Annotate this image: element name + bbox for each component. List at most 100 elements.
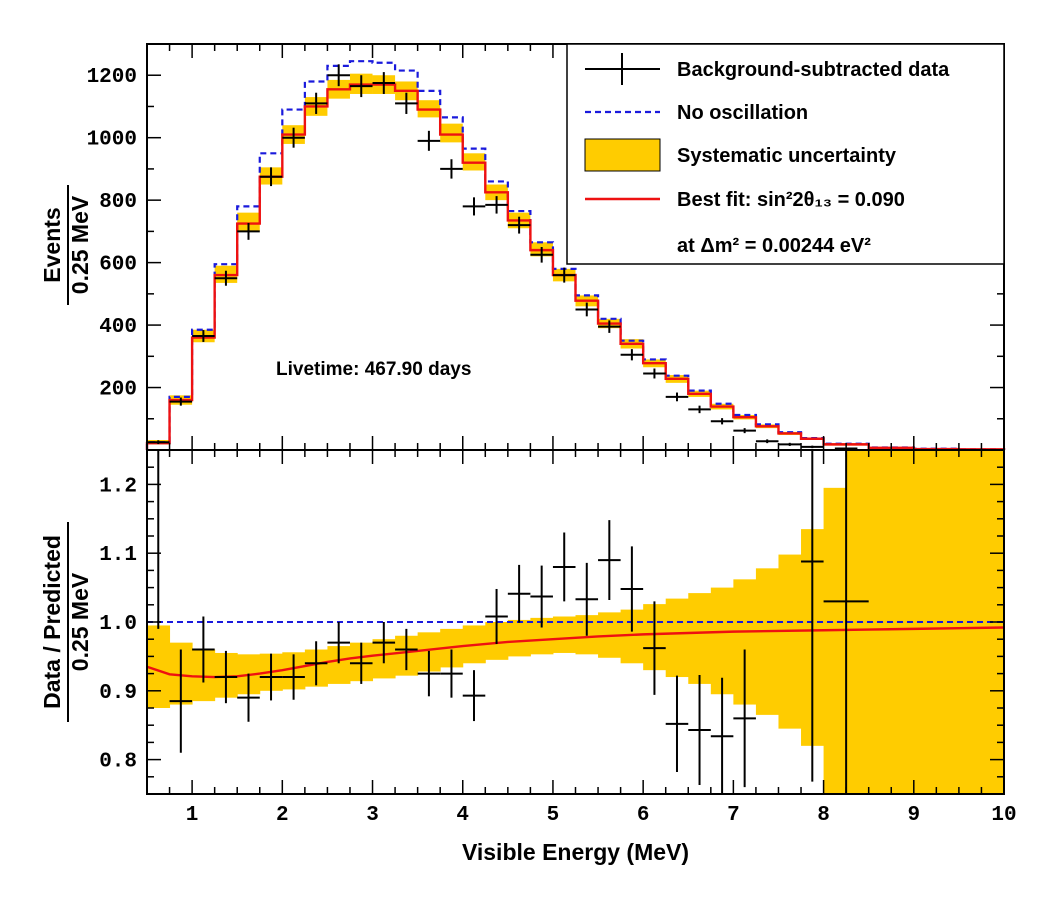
ratio-ticks xyxy=(146,449,1005,795)
data-point xyxy=(778,442,802,446)
data-point xyxy=(259,167,283,187)
legend-entry: Systematic uncertainty xyxy=(584,138,897,172)
x-tick-label: 4 xyxy=(456,804,469,827)
y-tick-label: 1000 xyxy=(87,129,137,152)
data-point xyxy=(440,159,463,179)
ratio-data-point xyxy=(823,450,869,794)
data-point xyxy=(620,349,644,361)
data-point xyxy=(688,405,711,414)
ratio-data-point xyxy=(462,670,486,722)
ratio-data-points xyxy=(147,449,869,794)
data-point xyxy=(349,75,373,98)
x-tick-label: 3 xyxy=(366,804,379,827)
ratio-data-point xyxy=(688,674,711,786)
ratio-band-bin xyxy=(327,646,351,684)
ratio-band-bin xyxy=(755,568,779,715)
ratio-data-point xyxy=(147,449,170,629)
ratio-data-point xyxy=(530,565,553,628)
x-axis-label: Visible Energy (MeV) xyxy=(462,839,689,865)
x-tick-label: 8 xyxy=(817,804,830,827)
ratio-data-point xyxy=(237,673,260,722)
ratio-fit-path xyxy=(146,626,1005,679)
no-oscillation-step xyxy=(145,60,1006,451)
data-point xyxy=(192,330,215,342)
ratio-best-fit-line xyxy=(146,626,1005,679)
ratio-data-point xyxy=(733,649,756,788)
ratio-systematic-band xyxy=(147,450,1005,794)
ratio-y-tick-label: 1.2 xyxy=(99,475,137,498)
data-point xyxy=(462,197,486,216)
ratio-data-point xyxy=(395,628,418,671)
data-point xyxy=(372,72,396,94)
ratio-data-point xyxy=(801,450,824,782)
y-tick-label: 400 xyxy=(99,316,137,339)
spectrum-ticks xyxy=(146,44,1005,450)
data-point xyxy=(710,418,734,425)
data-point xyxy=(755,439,779,444)
x-tick-label: 6 xyxy=(637,804,650,827)
spectrum-panel: 200 400 600 800 1000 1200 Livetime: 467.90 da… xyxy=(39,43,1006,451)
ratio-data-point xyxy=(598,520,621,600)
ratio-data-point xyxy=(643,601,666,695)
legend-label: Systematic uncertainty xyxy=(677,145,897,167)
data-point xyxy=(665,392,689,402)
ratio-data-point xyxy=(485,588,508,645)
y-tick-label: 1200 xyxy=(87,66,137,89)
spectrum-y-label: Events 0.25 MeV xyxy=(39,185,93,305)
ratio-band-bin xyxy=(913,450,937,794)
data-point xyxy=(801,445,824,449)
data-point xyxy=(552,267,576,283)
data-point xyxy=(530,247,553,263)
ratio-y-label-bottom: 0.25 MeV xyxy=(67,572,93,671)
ratio-y-tick-label: 0.8 xyxy=(99,751,137,774)
ratio-band-bin xyxy=(530,617,554,655)
legend-entry: Best fit: sin²2θ₁₃ = 0.090 xyxy=(585,189,905,211)
livetime-annotation: Livetime: 467.90 days xyxy=(276,359,471,380)
band-bin xyxy=(440,123,463,143)
data-point xyxy=(237,222,260,240)
y-tick-label: 600 xyxy=(99,254,137,277)
data-point xyxy=(417,130,441,151)
ratio-data-point xyxy=(304,641,328,686)
data-point xyxy=(169,397,193,406)
data-point xyxy=(485,196,508,214)
ratio-band-bin xyxy=(688,593,712,684)
ratio-y-tick-label: 1.1 xyxy=(99,544,137,567)
spectrum-y-label-bottom: 0.25 MeV xyxy=(67,195,93,294)
data-point xyxy=(507,216,531,234)
ratio-data-point xyxy=(372,622,396,664)
data-points xyxy=(147,64,858,450)
ratio-band-bin xyxy=(620,609,644,664)
x-tick-label: 5 xyxy=(547,804,560,827)
spectrum-y-tick-labels: 200 400 600 800 1000 1200 xyxy=(87,66,137,401)
ratio-data-point xyxy=(169,649,193,753)
data-point xyxy=(598,320,621,333)
legend-entry: Background-subtracted data xyxy=(585,53,950,85)
legend-label: Background-subtracted data xyxy=(677,59,950,81)
legend-label: Best fit: sin²2θ₁₃ = 0.090 xyxy=(677,189,905,211)
legend-key-band xyxy=(584,138,661,172)
x-tick-label: 7 xyxy=(727,804,740,827)
data-point xyxy=(733,428,756,434)
ratio-data-point xyxy=(620,546,644,632)
ratio-band-bin xyxy=(778,554,802,729)
ratio-data-point xyxy=(282,654,305,700)
ratio-band-bin xyxy=(507,619,531,657)
ratio-data-point xyxy=(507,564,531,623)
data-point xyxy=(147,440,170,445)
ratio-data-point xyxy=(259,653,283,701)
band-bin xyxy=(237,212,260,232)
ratio-band-bin xyxy=(552,616,576,653)
ratio-band-bin xyxy=(733,579,757,705)
ratio-y-label-top: Data / Predicted xyxy=(39,535,65,709)
x-tick-labels: 1 2 3 4 5 6 7 8 9 10 xyxy=(186,804,1017,827)
x-tick-label: 10 xyxy=(991,804,1016,827)
ratio-data-point xyxy=(710,677,734,794)
legend-label: at Δm² = 0.00244 eV² xyxy=(677,235,871,257)
ratio-band-bin xyxy=(665,598,689,678)
legend-entry: No oscillation xyxy=(585,102,808,124)
x-tick-label: 9 xyxy=(907,804,920,827)
ratio-y-label: Data / Predicted 0.25 MeV xyxy=(39,522,93,722)
legend: Background-subtracted data No oscillation… xyxy=(566,43,1005,265)
data-point xyxy=(395,92,418,114)
